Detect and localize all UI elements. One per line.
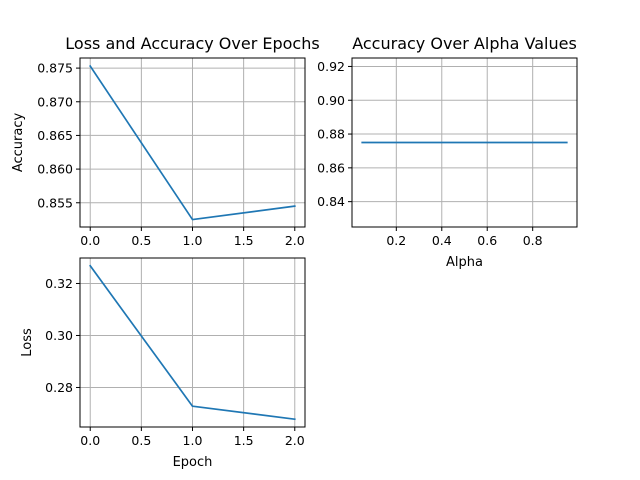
x-axis-label: Alpha xyxy=(446,255,483,270)
panel-loss-epochs: 0.0 0.5 1.0 1.5 2.0 0.28 0.30 0.32 Epoch Loss xyxy=(20,257,306,470)
y-tick-label: 0.92 xyxy=(317,59,345,74)
y-tick-label: 0.875 xyxy=(37,61,73,76)
x-axis-label: Epoch xyxy=(173,455,213,470)
y-tick-label: 0.28 xyxy=(45,380,73,395)
chart-title: Loss and Accuracy Over Epochs xyxy=(65,34,319,53)
y-tick-label: 0.84 xyxy=(317,194,345,209)
y-axis-label: Loss xyxy=(20,328,35,357)
loss-epoch-line xyxy=(89,264,296,421)
y-tick-label: 0.32 xyxy=(45,276,73,291)
accuracy-epoch-line xyxy=(89,64,296,221)
panel-accuracy-alpha: 0.2 0.4 0.6 0.8 0.84 0.86 0.88 0.90 0.92 Accurac… xyxy=(317,34,578,270)
x-tick-label: 2.0 xyxy=(285,233,305,248)
x-tick-label: 0.4 xyxy=(432,233,452,248)
x-tick-label: 0.5 xyxy=(131,233,151,248)
x-tick-label: 0.2 xyxy=(386,233,406,248)
x-tick-label: 1.0 xyxy=(183,433,203,448)
chart-title: Accuracy Over Alpha Values xyxy=(352,34,577,53)
y-tick-label: 0.88 xyxy=(317,127,345,142)
y-tick-label: 0.865 xyxy=(37,128,73,143)
x-tick-label: 0.6 xyxy=(477,233,497,248)
x-tick-label: 0.0 xyxy=(80,233,100,248)
x-tick-label: 2.0 xyxy=(285,433,305,448)
y-tick-label: 0.870 xyxy=(37,94,73,109)
y-axis-label: Accuracy xyxy=(11,113,26,173)
plot-frame xyxy=(351,57,578,228)
x-tick-label: 1.5 xyxy=(234,233,254,248)
x-tick-label: 1.0 xyxy=(183,233,203,248)
y-tick-label: 0.855 xyxy=(37,195,73,210)
panel-accuracy-epochs: 0.0 0.5 1.0 1.5 2.0 0.855 0.860 0.865 0.870 0.875… xyxy=(11,34,320,248)
y-tick-label: 0.86 xyxy=(317,160,345,175)
y-tick-label: 0.30 xyxy=(45,328,73,343)
x-tick-label: 1.5 xyxy=(234,433,254,448)
x-tick-label: 0.0 xyxy=(80,433,100,448)
y-tick-label: 0.860 xyxy=(37,162,73,177)
x-tick-label: 0.8 xyxy=(523,233,543,248)
y-tick-label: 0.90 xyxy=(317,93,345,108)
x-tick-label: 0.5 xyxy=(131,433,151,448)
